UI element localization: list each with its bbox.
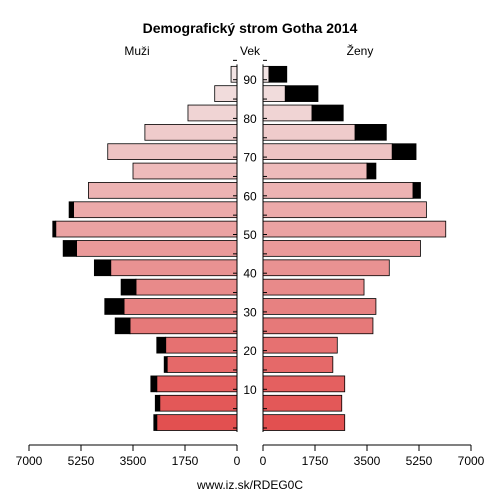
left-series-label: Muži xyxy=(124,44,149,58)
male-extra-age-15 xyxy=(163,356,168,373)
female-bar-age-0 xyxy=(262,414,346,431)
male-extra-age-35 xyxy=(120,278,137,296)
x-tick-label-left-1750: 1750 xyxy=(172,454,199,468)
x-tick-label-left-7000: 7000 xyxy=(16,454,43,468)
female-bar-age-60 xyxy=(262,182,414,199)
male-bar-age-50 xyxy=(55,220,238,238)
male-extra-age-30 xyxy=(104,298,125,315)
x-tick-label-left-3500: 3500 xyxy=(120,454,147,468)
x-tick-label-right-1750: 1750 xyxy=(302,454,329,468)
female-extra-age-70 xyxy=(391,143,417,161)
male-bar-age-40 xyxy=(110,259,238,277)
age-tick-label-10: 10 xyxy=(243,383,257,397)
male-extra-age-0 xyxy=(153,414,158,431)
female-extra-age-80 xyxy=(311,104,344,122)
female-bar-age-50 xyxy=(262,220,447,238)
female-bars xyxy=(262,65,447,431)
female-bar-age-55 xyxy=(262,201,427,219)
female-bar-age-10 xyxy=(262,375,346,393)
male-extra-age-50 xyxy=(52,220,57,238)
age-tick-label-40: 40 xyxy=(243,267,257,281)
male-bar-age-10 xyxy=(156,375,238,393)
male-extra-age-5 xyxy=(154,394,161,412)
female-bar-age-5 xyxy=(262,394,343,412)
age-tick-label-30: 30 xyxy=(243,305,257,319)
male-bar-age-45 xyxy=(76,240,238,257)
age-tick-label-50: 50 xyxy=(243,228,257,242)
female-bar-age-80 xyxy=(262,104,313,122)
male-bar-age-75 xyxy=(144,124,238,141)
male-bar-age-60 xyxy=(88,182,238,199)
female-bar-age-35 xyxy=(262,278,365,296)
age-tick-label-20: 20 xyxy=(243,344,257,358)
female-extra-age-65 xyxy=(366,162,377,180)
age-tick-label-60: 60 xyxy=(243,189,257,203)
male-extra-age-10 xyxy=(150,375,158,393)
male-bar-age-30 xyxy=(123,298,238,315)
female-extra-age-60 xyxy=(412,182,421,199)
x-tick-label-right-3500: 3500 xyxy=(354,454,381,468)
age-axis: 10 20 30 40 50 60 70 80 90 xyxy=(233,59,267,432)
chart-title: Demografický strom Gotha 2014 xyxy=(143,20,358,36)
female-extra-age-90 xyxy=(268,65,288,83)
male-bar-age-25 xyxy=(129,317,238,335)
female-bar-age-25 xyxy=(262,317,374,335)
male-bar-age-20 xyxy=(165,336,238,354)
male-bar-age-70 xyxy=(107,143,238,161)
male-bars xyxy=(52,65,238,431)
male-extra-age-25 xyxy=(114,317,131,335)
male-extra-age-40 xyxy=(93,259,112,277)
male-bar-age-55 xyxy=(73,201,238,219)
male-bar-age-35 xyxy=(135,278,238,296)
female-bar-age-75 xyxy=(262,124,356,141)
footer-source: www.iz.sk/RDEG0C xyxy=(196,478,303,492)
age-tick-label-70: 70 xyxy=(243,151,257,165)
female-bar-age-30 xyxy=(262,298,377,315)
male-extra-age-45 xyxy=(62,240,77,257)
x-tick-label-left-0: 0 xyxy=(234,454,241,468)
male-bar-age-80 xyxy=(187,104,238,122)
x-tick-label-right-7000: 7000 xyxy=(458,454,485,468)
female-extra-age-85 xyxy=(284,85,319,102)
male-bar-age-0 xyxy=(156,414,238,431)
female-bar-age-20 xyxy=(262,336,338,354)
male-bar-age-65 xyxy=(132,162,238,180)
x-axes: 7000 5250 3500 1750 0 0 1750 3500 5250 7000 xyxy=(16,444,485,468)
male-extra-age-55 xyxy=(68,201,74,219)
center-axis-label: Vek xyxy=(240,44,261,58)
female-bar-age-45 xyxy=(262,240,421,257)
female-extra-age-75 xyxy=(354,124,387,141)
male-bar-age-5 xyxy=(159,394,238,412)
female-bar-age-40 xyxy=(262,259,390,277)
age-tick-label-80: 80 xyxy=(243,112,257,126)
right-series-label: Ženy xyxy=(347,43,374,58)
female-bar-age-65 xyxy=(262,162,368,180)
x-tick-label-left-5250: 5250 xyxy=(68,454,95,468)
x-tick-label-right-5250: 5250 xyxy=(406,454,433,468)
age-tick-label-90: 90 xyxy=(243,73,257,87)
female-bar-age-70 xyxy=(262,143,393,161)
male-bar-age-15 xyxy=(166,356,238,373)
male-extra-age-20 xyxy=(156,336,167,354)
x-tick-label-right-0: 0 xyxy=(260,454,267,468)
female-bar-age-15 xyxy=(262,356,334,373)
